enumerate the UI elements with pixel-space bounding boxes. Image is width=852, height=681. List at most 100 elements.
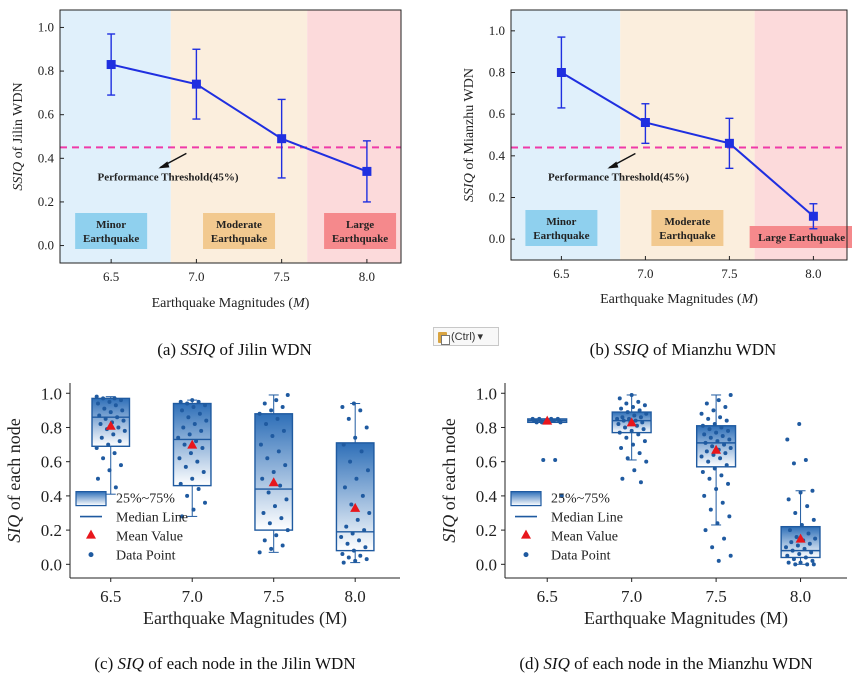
data-point xyxy=(726,428,731,433)
data-point xyxy=(121,418,126,423)
data-point xyxy=(638,415,643,420)
data-point xyxy=(617,396,622,401)
data-point xyxy=(116,425,121,430)
paste-options-button[interactable]: (Ctrl) ▾ xyxy=(433,327,499,346)
data-point xyxy=(718,456,723,461)
data-point xyxy=(354,476,359,481)
x-axis-title: Earthquake Magnitudes (M) xyxy=(143,608,347,629)
data-point xyxy=(360,493,365,498)
data-point xyxy=(262,538,267,543)
y-tick-label: 0.2 xyxy=(476,521,497,540)
data-point xyxy=(367,511,372,515)
data-point xyxy=(716,398,721,403)
data-point xyxy=(640,420,645,425)
data-point xyxy=(101,396,106,401)
data-point xyxy=(98,422,103,427)
data-point xyxy=(704,449,709,454)
data-point xyxy=(346,416,351,421)
panel-a-chart: Minor Earthquake Moderate Earthquake Large Ea… xyxy=(11,9,402,359)
data-point xyxy=(283,463,288,468)
data-point xyxy=(103,416,108,421)
data-point xyxy=(199,428,204,433)
data-point xyxy=(353,435,358,440)
data-point xyxy=(706,416,711,421)
data-point xyxy=(702,493,707,498)
data-point xyxy=(191,507,196,512)
x-tick-label: 8.0 xyxy=(790,587,811,606)
data-point xyxy=(112,451,117,456)
chevron-down-icon: ▾ xyxy=(477,331,483,343)
panel-caption: (a) SSIQ of Jilin WDN xyxy=(157,340,312,359)
x-tick-label: 7.5 xyxy=(274,269,290,284)
mean-marker-6.5 xyxy=(542,415,553,425)
data-point xyxy=(344,524,349,529)
data-point xyxy=(624,435,629,440)
data-point xyxy=(728,446,733,450)
data-point xyxy=(629,428,634,433)
data-point xyxy=(122,428,127,433)
legend-label-box: 25%~75% xyxy=(116,492,175,507)
data-point xyxy=(345,541,350,546)
data-point xyxy=(558,420,563,425)
data-point xyxy=(724,418,729,423)
data-point xyxy=(275,416,280,421)
y-tick-label: 0.2 xyxy=(489,190,505,205)
data-point xyxy=(107,399,112,404)
data-point xyxy=(728,553,733,558)
data-point xyxy=(269,546,274,551)
data-point xyxy=(793,511,798,515)
x-axis-title: Earthquake Magnitudes (M) xyxy=(600,292,758,307)
mean-marker-8.0 xyxy=(350,502,361,512)
data-point xyxy=(112,396,117,401)
data-point xyxy=(636,432,641,437)
data-point xyxy=(641,427,646,432)
data-point xyxy=(349,502,354,507)
data-point xyxy=(203,403,207,408)
zone-label-minor: Earthquake xyxy=(83,233,139,245)
panel-caption: (b) SSIQ of Mianzhu WDN xyxy=(590,340,777,359)
zone-label-box-large xyxy=(324,213,397,249)
data-point xyxy=(726,481,731,486)
data-point xyxy=(264,422,269,427)
x-tick-label: 8.0 xyxy=(805,266,821,281)
zone-label-moderate: Earthquake xyxy=(659,230,715,242)
legend-label-point: Data Point xyxy=(116,549,176,564)
data-point xyxy=(201,469,206,474)
y-tick-label: 0.0 xyxy=(476,555,497,574)
data-point xyxy=(715,521,720,526)
data-point xyxy=(619,446,624,450)
data-point xyxy=(257,411,262,416)
data-point xyxy=(559,493,564,498)
annotation-arrowhead xyxy=(158,161,170,169)
data-point xyxy=(364,425,369,430)
mean-marker-8.0 xyxy=(795,533,806,543)
data-point xyxy=(196,399,201,404)
data-point xyxy=(260,476,265,481)
data-point xyxy=(630,442,635,447)
mean-marker-6.5 xyxy=(105,420,116,430)
data-point-7.5 xyxy=(277,134,287,144)
data-point xyxy=(186,415,191,420)
data-point xyxy=(177,456,182,461)
plot-frame xyxy=(59,9,402,264)
data-point xyxy=(339,534,344,539)
data-point xyxy=(795,543,800,548)
data-point xyxy=(636,399,641,404)
y-axis-title: SIQ of each node xyxy=(439,418,459,542)
data-point xyxy=(798,490,803,495)
y-axis-title: SSIQ of Jilin WDN xyxy=(11,82,26,190)
data-point xyxy=(534,420,539,425)
series-line xyxy=(110,63,368,173)
data-point xyxy=(196,487,201,492)
data-point xyxy=(797,552,802,557)
data-point xyxy=(711,452,716,457)
data-point xyxy=(539,420,544,425)
data-point xyxy=(642,403,647,408)
mean-marker-7.0 xyxy=(187,439,198,449)
data-point xyxy=(714,430,719,435)
data-point xyxy=(712,422,717,427)
data-point xyxy=(176,435,181,440)
data-point xyxy=(280,543,285,548)
data-point xyxy=(276,449,281,454)
